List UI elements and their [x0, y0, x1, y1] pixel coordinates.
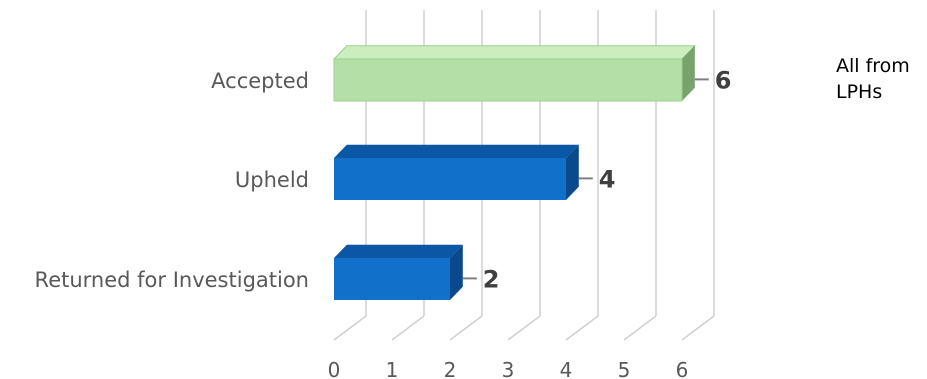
x-tick-label-4: 4: [560, 358, 573, 379]
bars: [332, 45, 696, 300]
x-tick-label-6: 6: [676, 358, 689, 379]
bar-top-face: [332, 45, 696, 60]
category-label: Accepted: [211, 69, 309, 93]
data-label: 2: [483, 265, 500, 293]
bar-returned-for-investigation: [334, 244, 463, 300]
data-label: 6: [715, 66, 732, 94]
floor-gridline-1: [391, 315, 425, 341]
x-tick-label-3: 3: [502, 358, 515, 379]
annotation-note: All from LPHs: [836, 53, 910, 105]
category-label: Returned for Investigation: [35, 268, 309, 292]
bar-accepted: [332, 45, 696, 102]
x-tick-label-5: 5: [618, 358, 631, 379]
category-label: Upheld: [235, 168, 309, 192]
floor-gridline-5: [623, 315, 657, 341]
data-label: 4: [599, 165, 616, 193]
bar-front-face: [334, 158, 566, 200]
bar-front-face: [333, 58, 683, 102]
annotation-line-1: All from: [836, 55, 910, 77]
x-tick-label-0: 0: [328, 358, 341, 379]
bar-side-face: [450, 244, 463, 300]
floor-gridline-4: [565, 315, 599, 341]
annotation-line-2: LPHs: [836, 81, 883, 103]
x-tick-label-1: 1: [386, 358, 399, 379]
bar-side-face: [566, 144, 579, 200]
bar-upheld: [334, 144, 579, 200]
floor-gridline-6: [681, 315, 715, 341]
bar-top-face: [334, 244, 463, 258]
x-tick-label-2: 2: [444, 358, 457, 379]
floor-gridline-3: [507, 315, 541, 341]
floor-gridline-0: [333, 315, 367, 341]
bar-front-face: [334, 258, 450, 300]
bar-top-face: [334, 144, 579, 158]
bar-side-face: [682, 45, 695, 101]
labels: 0 1 2 3 4 5 6 6 Accepted 4 Upheld 2 Returned for Inv…: [35, 66, 732, 379]
floor-gridline-2: [449, 315, 483, 341]
